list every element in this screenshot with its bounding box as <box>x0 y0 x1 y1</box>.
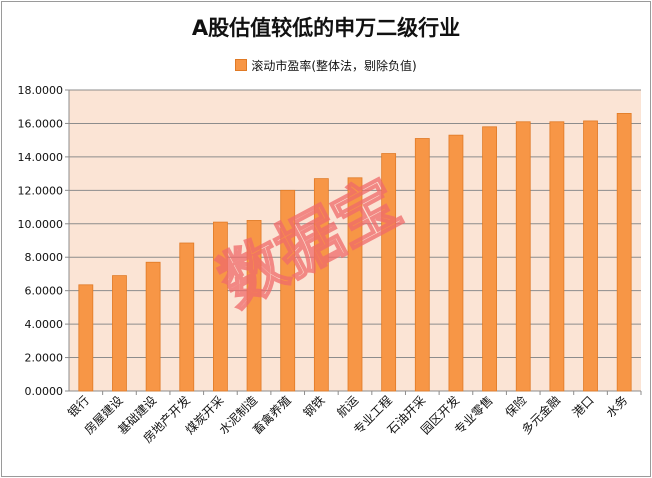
bar <box>347 177 363 392</box>
bar <box>414 138 430 392</box>
y-tick-label: 0.0000 <box>25 385 64 398</box>
y-tick-label: 16.0000 <box>18 117 64 130</box>
bar <box>313 178 329 392</box>
y-tick-label: 10.0000 <box>18 218 64 231</box>
y-tick-label: 6.0000 <box>25 285 64 298</box>
bar <box>280 189 296 392</box>
legend: 滚动市盈率(整体法，剔除负值) <box>2 57 650 74</box>
bar <box>549 121 565 392</box>
y-tick-label: 8.0000 <box>25 251 64 264</box>
x-tick-label: 钢铁 <box>301 393 328 420</box>
y-tick-label: 12.0000 <box>18 184 64 197</box>
bar <box>583 120 598 392</box>
x-tick-label: 银行 <box>65 393 92 420</box>
bar <box>112 275 127 392</box>
legend-swatch <box>235 59 248 71</box>
bar <box>179 242 195 392</box>
legend-label: 滚动市盈率(整体法，剔除负值) <box>251 59 417 73</box>
x-tick-label: 水务 <box>603 393 631 421</box>
y-tick-label: 18.0000 <box>18 84 64 97</box>
chart-title: A股估值较低的申万二级行业 <box>191 16 461 40</box>
y-tick-label: 4.0000 <box>25 318 64 331</box>
x-tick-label: 港口 <box>570 393 597 420</box>
x-tick-label: 航运 <box>334 393 362 421</box>
bar <box>78 284 94 392</box>
bar <box>246 220 262 392</box>
y-tick-label: 2.0000 <box>25 352 64 365</box>
bar <box>145 261 161 392</box>
bar <box>482 126 497 392</box>
bar <box>381 153 397 392</box>
bar <box>616 113 632 392</box>
x-tick-label: 保险 <box>502 393 530 421</box>
bar <box>213 221 228 392</box>
y-tick-label: 14.0000 <box>18 151 64 164</box>
bar <box>448 134 464 392</box>
bar <box>515 121 531 392</box>
